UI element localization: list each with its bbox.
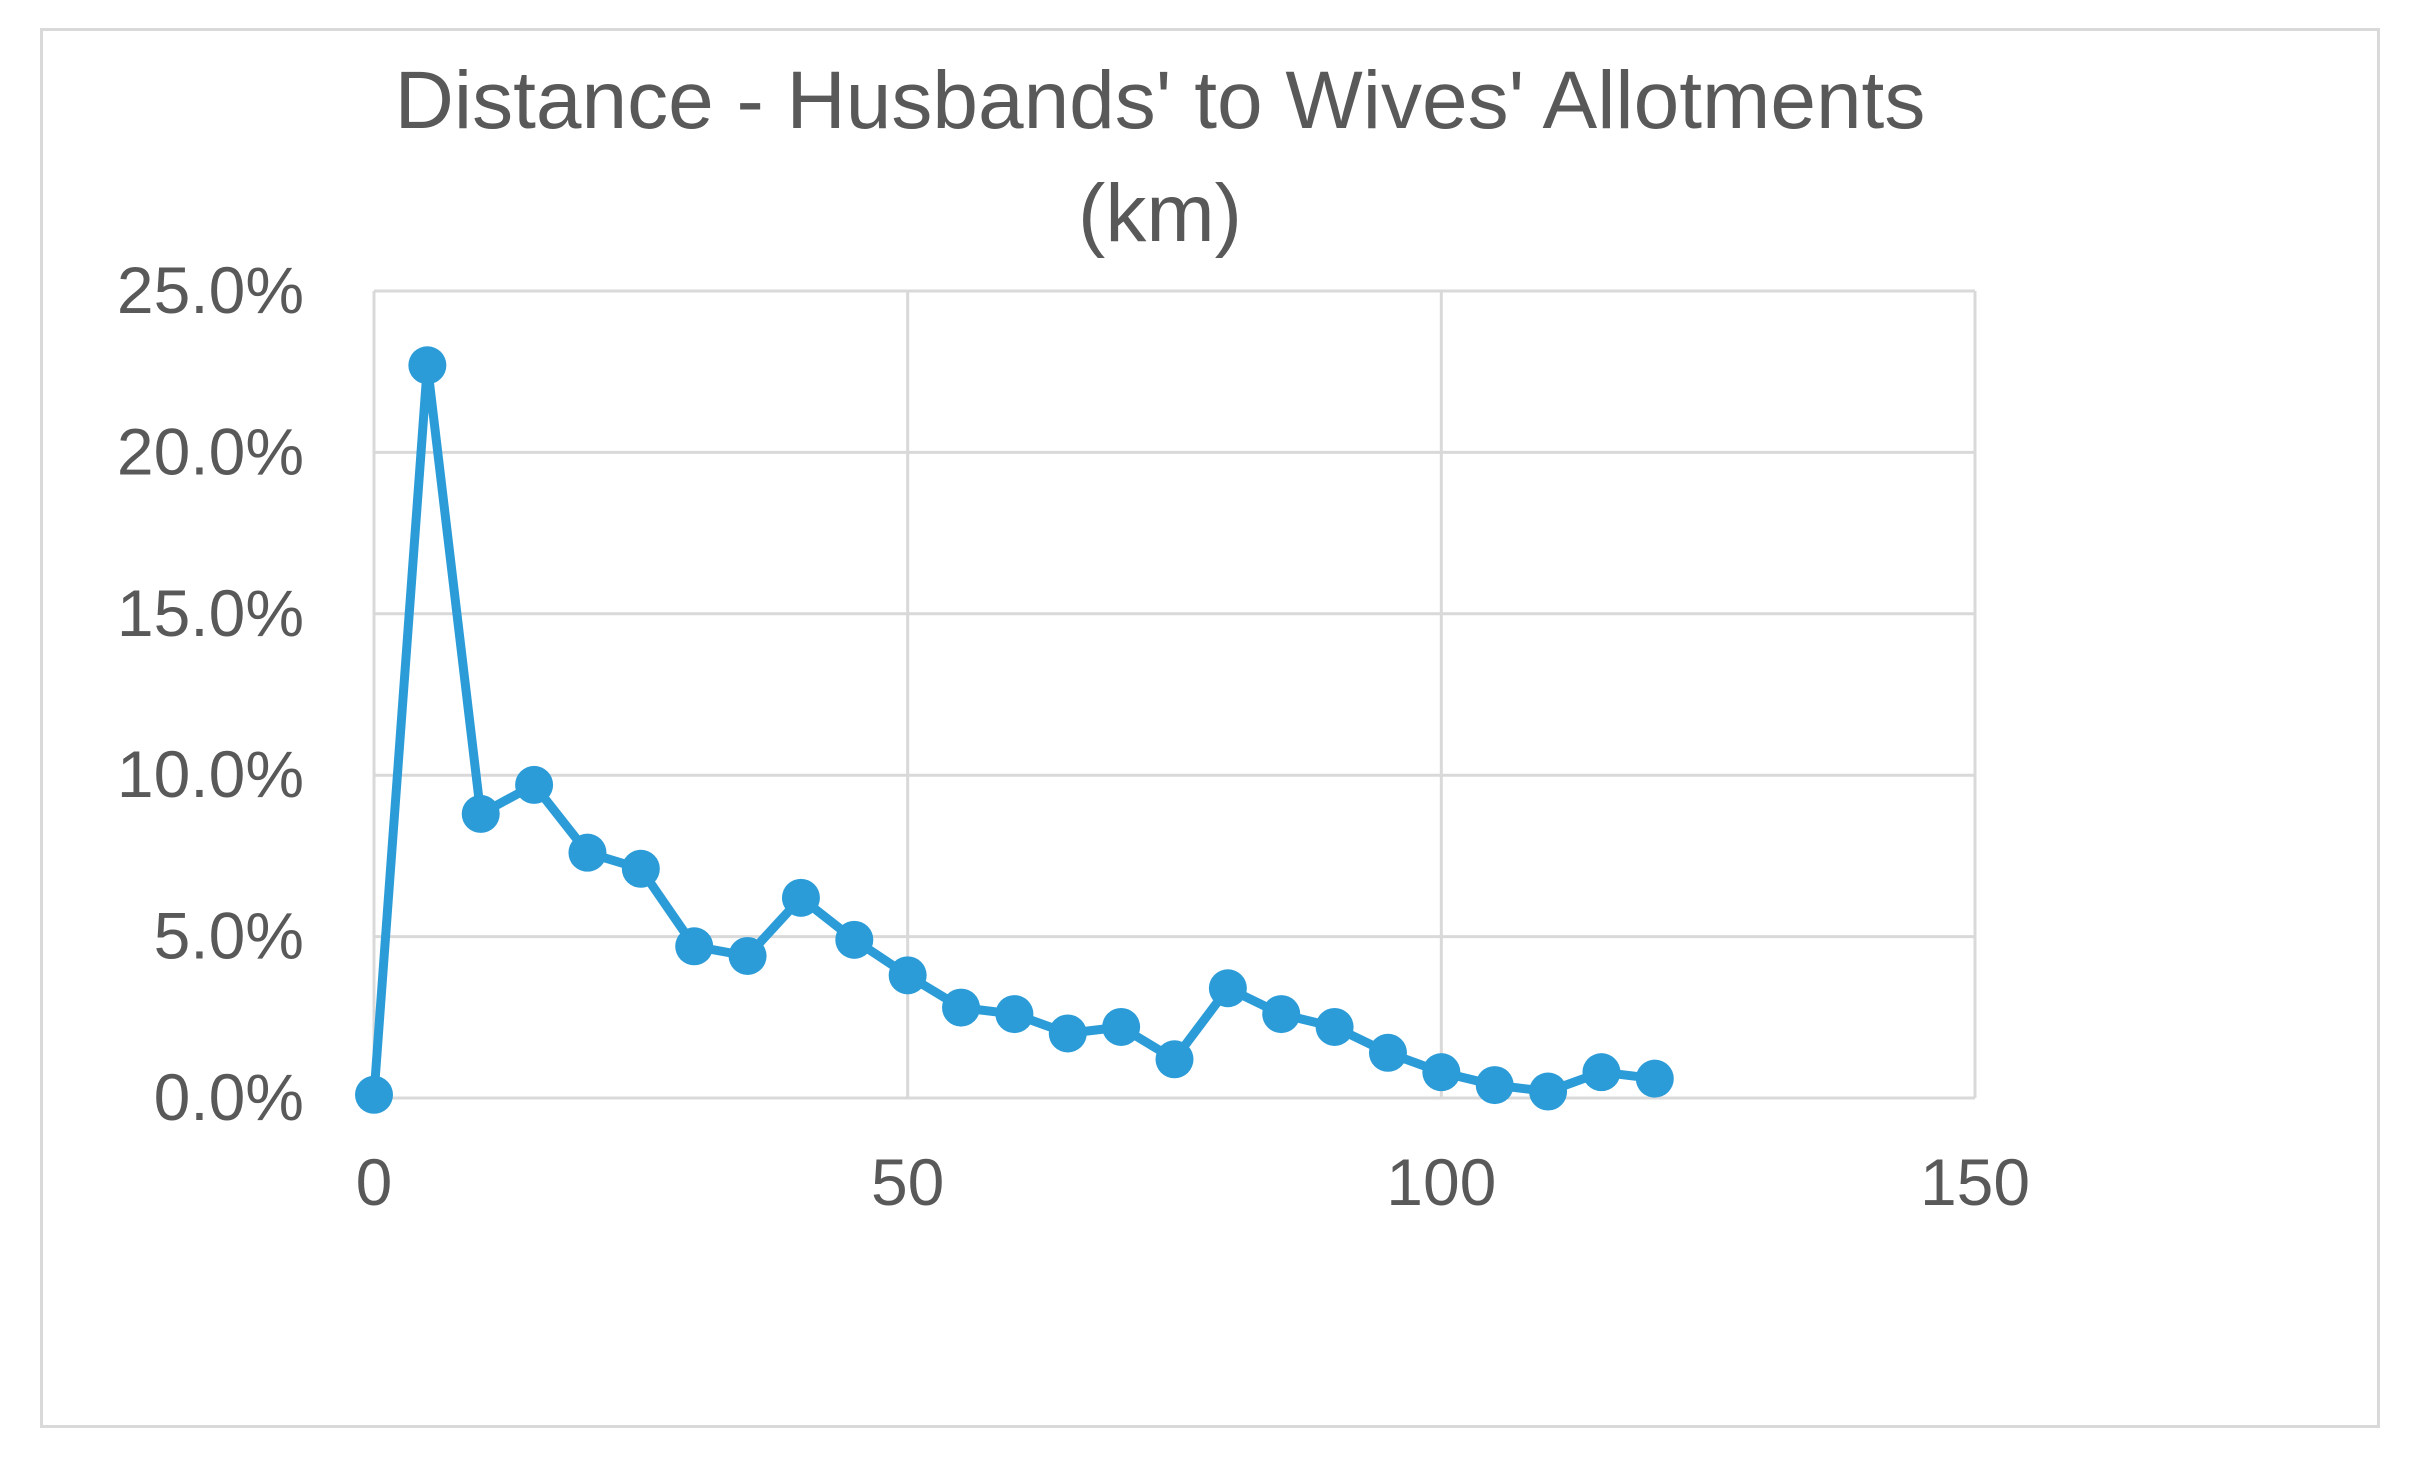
data-point-marker <box>1529 1072 1568 1111</box>
data-point-marker <box>728 936 767 975</box>
data-point-marker <box>1635 1059 1674 1098</box>
y-tick-label: 5.0% <box>154 899 304 973</box>
data-point-marker <box>461 794 500 833</box>
data-point-marker <box>1315 1007 1354 1046</box>
data-point-marker <box>995 995 1034 1034</box>
chart-title-line: (km) <box>1078 168 1242 259</box>
data-point-marker <box>1155 1040 1194 1079</box>
data-point-marker <box>1422 1053 1461 1092</box>
data-point-marker <box>675 927 714 966</box>
y-tick-label: 15.0% <box>117 576 304 650</box>
x-tick-label: 100 <box>1386 1145 1496 1219</box>
series-line <box>369 360 1660 1100</box>
y-tick-label: 20.0% <box>117 414 304 488</box>
data-point-marker <box>835 920 874 959</box>
y-tick-label: 10.0% <box>117 737 304 811</box>
data-point-marker <box>1048 1014 1087 1053</box>
data-point-marker <box>408 346 447 385</box>
data-series <box>355 346 1674 1114</box>
data-point-marker <box>621 849 660 888</box>
data-point-marker <box>781 878 820 917</box>
data-point-marker <box>355 1075 393 1114</box>
x-tick-label: 0 <box>356 1145 393 1219</box>
data-point-marker <box>1208 969 1247 1008</box>
data-point-marker <box>515 765 554 804</box>
data-point-marker <box>1262 995 1301 1034</box>
data-point-marker <box>1582 1053 1621 1092</box>
chart-frame: Distance - Husbands' to Wives' Allotment… <box>40 28 2380 1428</box>
y-axis-tick-labels: 0.0% 5.0% 10.0% 15.0% 20.0% 25.0% <box>117 253 304 1134</box>
y-tick-label: 0.0% <box>154 1060 304 1134</box>
x-tick-label: 150 <box>1920 1145 2030 1219</box>
data-point-marker <box>942 988 981 1027</box>
data-point-marker <box>1368 1033 1407 1072</box>
y-tick-label: 25.0% <box>117 253 304 327</box>
data-point-marker <box>1102 1007 1141 1046</box>
chart-title: Distance - Husbands' to Wives' Allotment… <box>395 55 1926 259</box>
data-point-marker <box>568 833 607 872</box>
chart-title-line: Distance - Husbands' to Wives' Allotment… <box>395 55 1926 146</box>
x-tick-label: 50 <box>871 1145 944 1219</box>
gridlines <box>372 289 1977 1100</box>
x-axis-tick-labels: 0 50 100 150 <box>356 1145 2030 1219</box>
chart-canvas: Distance - Husbands' to Wives' Allotment… <box>117 55 2030 1219</box>
data-point-marker <box>888 956 927 995</box>
data-point-marker <box>1475 1066 1514 1105</box>
